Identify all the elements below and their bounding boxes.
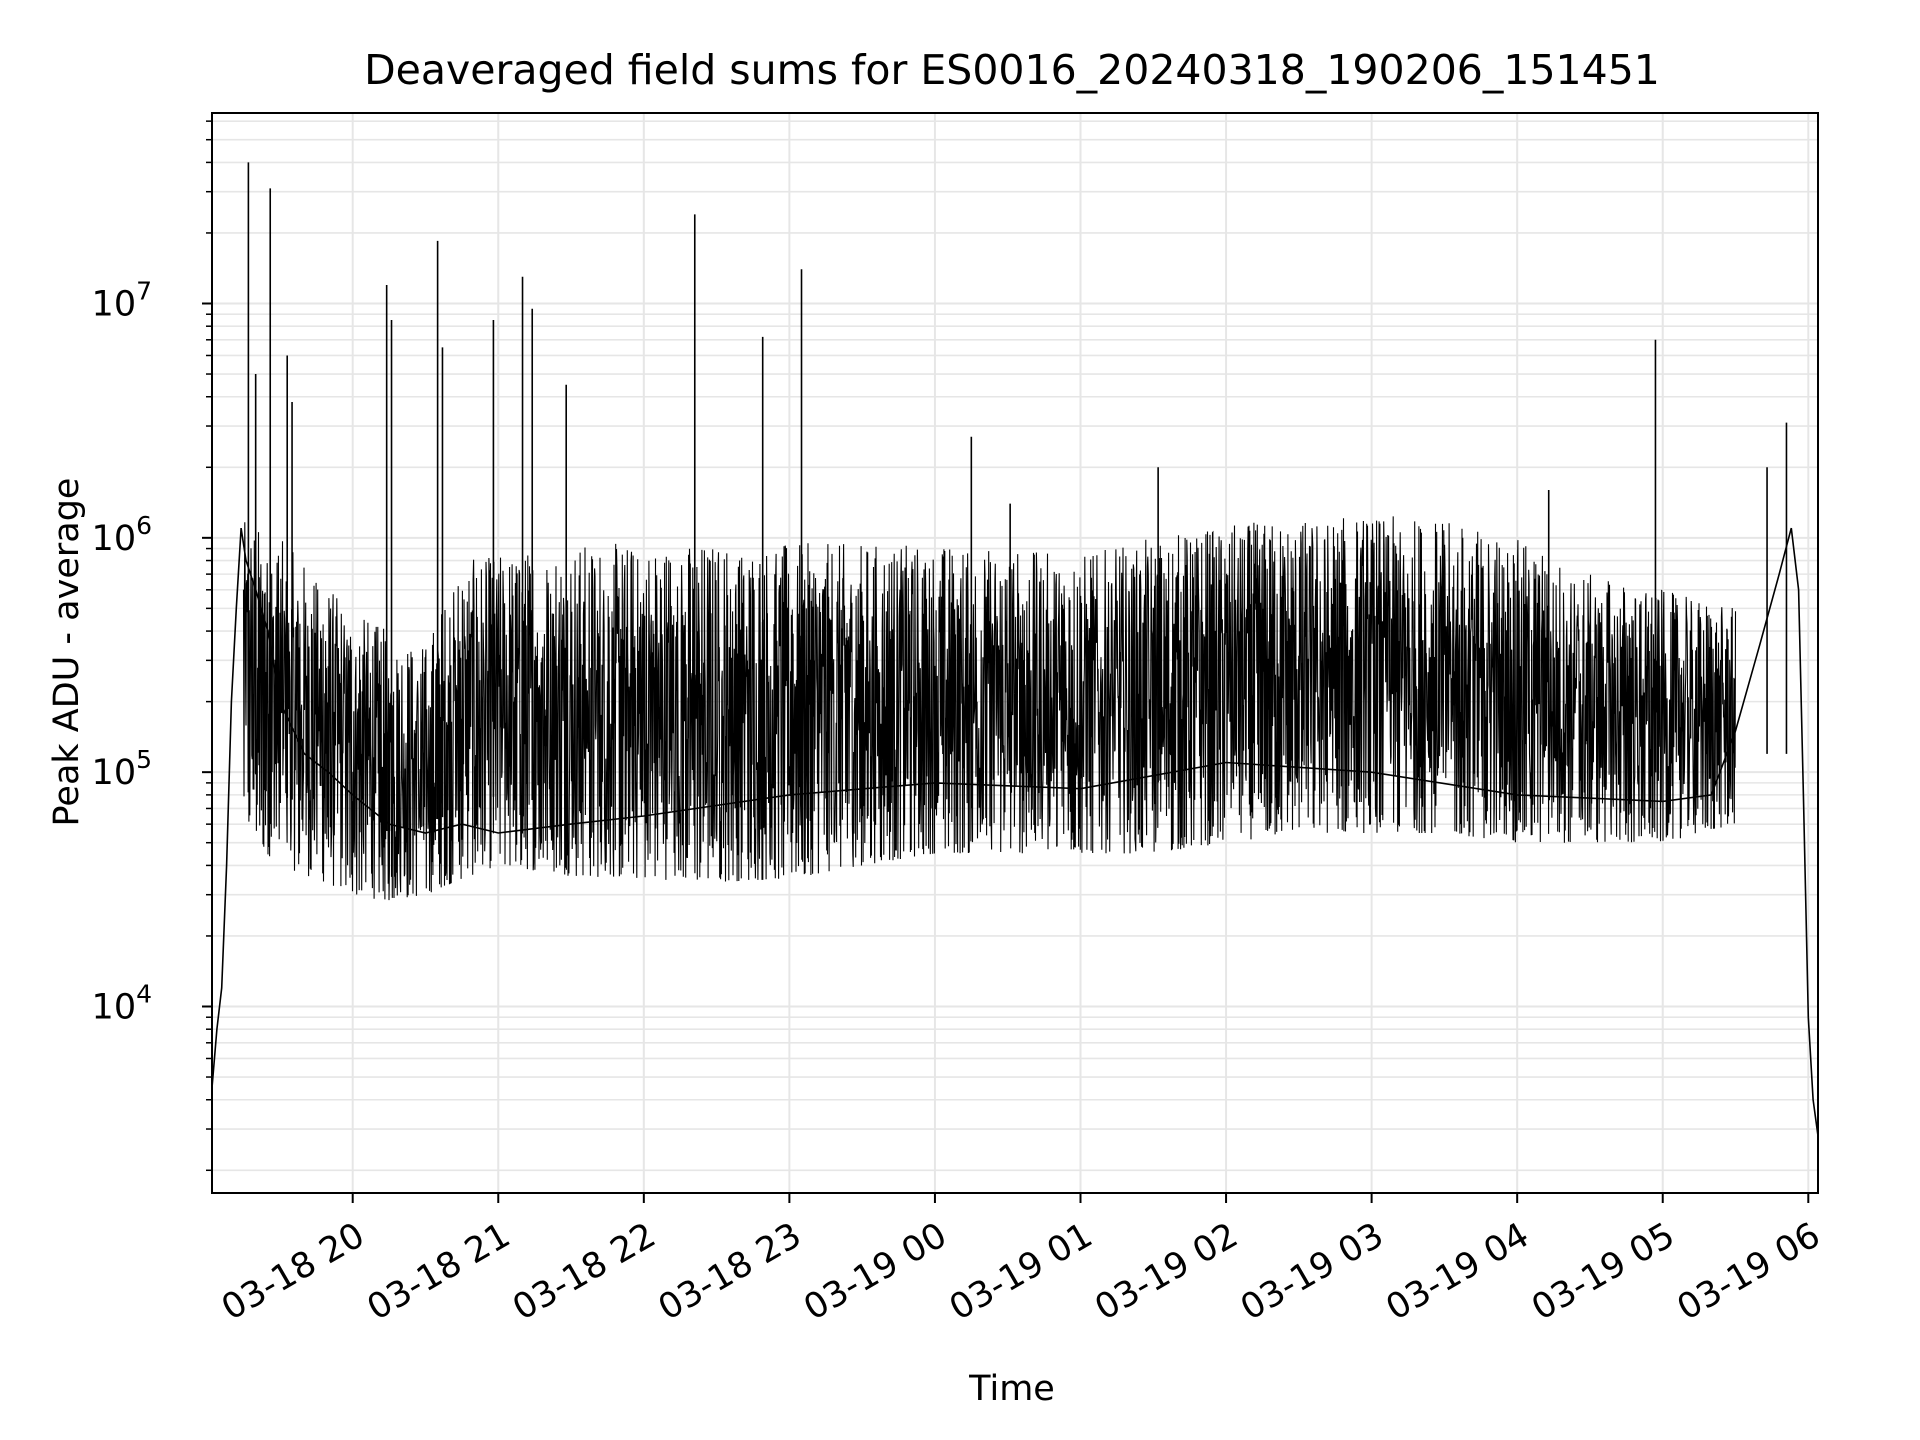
- y-tick-base: 10: [92, 987, 137, 1027]
- y-tick-exponent: 5: [136, 745, 152, 774]
- series-layer: [211, 162, 1819, 1137]
- y-tick-exponent: 7: [136, 276, 152, 305]
- series-spikes: [247, 162, 1788, 831]
- plot-frame: [211, 112, 1819, 1194]
- y-tick-base: 10: [92, 519, 137, 559]
- y-tick-exponent: 6: [136, 511, 152, 540]
- y-tick-label: 105: [92, 745, 152, 793]
- series-line-noise: [242, 516, 1737, 901]
- chart-title: Deaveraged field sums for ES0016_2024031…: [364, 46, 1660, 94]
- x-axis-label: Time: [968, 1369, 1055, 1409]
- y-axis-label: Peak ADU - average: [47, 478, 87, 827]
- y-tick-label: 106: [92, 511, 152, 559]
- y-tick-base: 10: [92, 284, 137, 324]
- series-line-trend: [211, 527, 1819, 1137]
- y-tick-exponent: 4: [136, 979, 152, 1008]
- y-tick-label: 104: [92, 979, 152, 1027]
- y-tick-label: 107: [92, 276, 152, 324]
- y-tick-base: 10: [92, 753, 137, 793]
